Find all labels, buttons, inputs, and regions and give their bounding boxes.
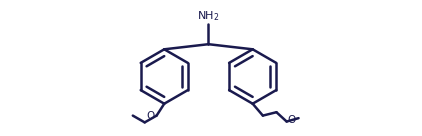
Text: O: O [147, 111, 155, 121]
Text: NH$_2$: NH$_2$ [197, 9, 220, 23]
Text: O: O [287, 115, 296, 125]
